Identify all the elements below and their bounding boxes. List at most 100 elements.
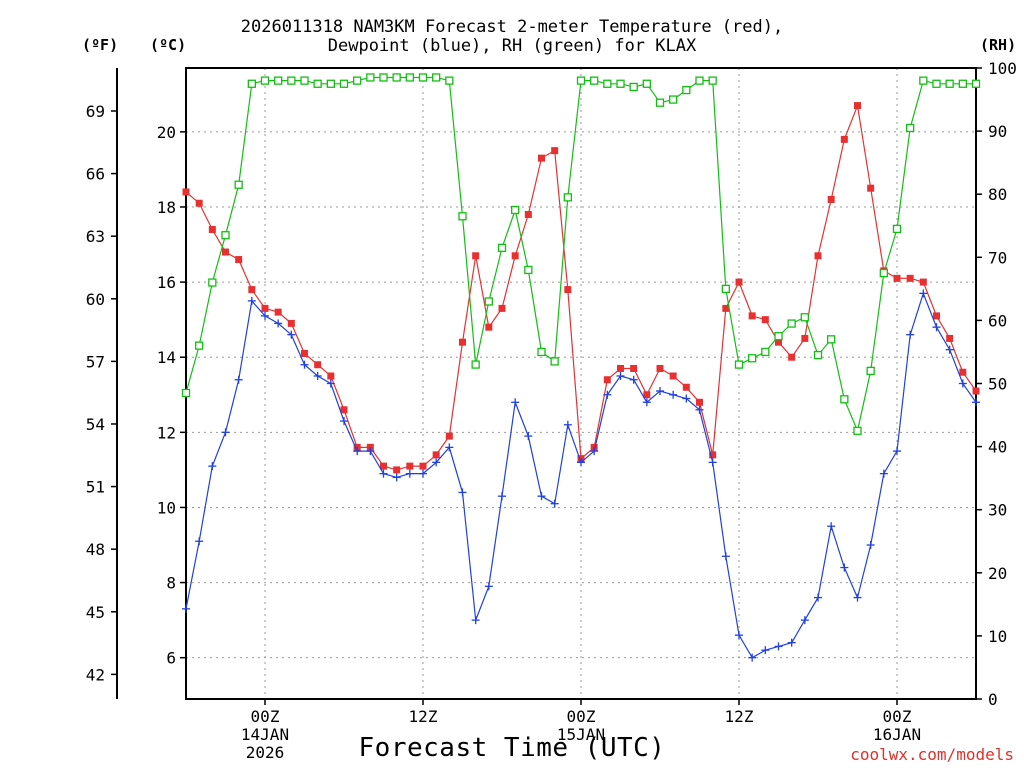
rh-point	[432, 73, 441, 82]
rh-unit-label: (RH)	[980, 36, 1017, 54]
temperature-point	[682, 383, 690, 391]
temperature-point	[314, 361, 322, 369]
temperature-point	[669, 372, 677, 380]
dewpoint-point	[261, 311, 269, 320]
temperature-point	[696, 398, 703, 406]
temperature-point	[208, 226, 216, 234]
dewpoint-point	[550, 499, 559, 508]
dewpoint-point	[945, 345, 954, 354]
rh-tick-label: 20	[988, 564, 1007, 583]
rh-point	[682, 85, 691, 95]
temperature-point	[827, 195, 835, 203]
dewpoint-point	[932, 323, 941, 332]
temperature-point	[551, 147, 559, 155]
temperature-point	[656, 364, 664, 372]
rh-point	[853, 426, 862, 435]
fahrenheit-tick-label: 48	[86, 540, 105, 559]
fahrenheit-tick-label: 60	[86, 290, 105, 309]
rh-point	[866, 366, 875, 376]
celsius-tick-label: 12	[157, 423, 176, 442]
celsius-tick-label: 6	[166, 649, 176, 668]
rh-point	[576, 76, 586, 85]
rh-point	[195, 341, 204, 350]
dewpoint-point	[340, 417, 348, 426]
dewpoint-point	[735, 631, 743, 640]
x-tick-label: 14JAN	[241, 725, 289, 744]
dewpoint-point	[300, 360, 309, 369]
dewpoint-point	[629, 375, 638, 384]
rh-point	[366, 73, 375, 82]
dewpoint-point	[326, 379, 335, 388]
grid-layer	[186, 68, 976, 699]
dewpoint-point	[274, 319, 283, 328]
dewpoint-point	[498, 492, 506, 501]
rh-point	[761, 347, 770, 357]
temperature-point	[906, 274, 914, 282]
temperature-point	[801, 334, 809, 342]
dewpoint-point	[445, 443, 454, 452]
dewpoint-point	[840, 563, 849, 572]
rh-point	[511, 205, 520, 215]
temperature-point	[498, 304, 506, 312]
temperature-point	[459, 338, 466, 346]
rh-point	[919, 76, 928, 85]
dewpoint-point	[721, 552, 730, 561]
rh-point	[774, 332, 783, 341]
temperature-point	[380, 462, 387, 470]
rh-tick-label: 80	[988, 185, 1007, 204]
rh-point	[840, 395, 849, 404]
dewpoint-point	[432, 458, 441, 467]
temperature-point	[564, 286, 572, 294]
rh-point	[550, 357, 559, 366]
x-tick-label: 16JAN	[873, 725, 921, 744]
dewpoint-point	[616, 371, 625, 380]
rh-point	[326, 79, 335, 88]
dewpoint-point	[800, 616, 809, 625]
temperature-point	[788, 353, 796, 361]
temperature-point	[617, 364, 624, 372]
credit-text: coolwx.com/models	[850, 745, 1014, 764]
temperature-point	[761, 316, 769, 324]
dewpoint-point	[906, 330, 915, 339]
fahrenheit-tick-label: 66	[86, 165, 105, 184]
fahrenheit-tick-label: 51	[86, 478, 105, 497]
dewpoint-point	[774, 642, 783, 651]
rh-point	[787, 319, 796, 328]
dewpoint-point	[182, 604, 190, 613]
rh-point	[221, 231, 230, 240]
plot-frame	[185, 67, 977, 700]
rh-point	[418, 73, 428, 82]
rh-point	[708, 76, 717, 85]
rh-point	[300, 76, 309, 85]
temperature-point	[472, 252, 480, 260]
rh-tick-label: 0	[988, 690, 998, 709]
x-tick-label: 2026	[246, 743, 285, 762]
temperature-series-line	[185, 103, 977, 471]
rh-point	[471, 360, 480, 369]
temperature-point	[538, 154, 545, 162]
temperature-point	[959, 368, 967, 376]
dewpoint-point	[893, 447, 901, 456]
temperature-point	[919, 278, 927, 286]
fahrenheit-tick-label: 57	[86, 352, 105, 371]
dewpoint-point	[577, 458, 585, 467]
dewpoint-point	[603, 390, 612, 399]
temperature-point	[222, 248, 229, 256]
dewpoint-point	[919, 289, 928, 298]
dewpoint-point	[879, 469, 888, 478]
temperature-point	[261, 304, 269, 312]
temperature-point	[643, 391, 651, 399]
rh-point	[524, 265, 533, 275]
dewpoint-point	[748, 653, 757, 662]
rh-point	[906, 123, 915, 133]
temperature-point	[933, 312, 940, 320]
rh-point	[563, 193, 572, 202]
dewpoint-point	[419, 469, 427, 478]
rh-point	[827, 335, 836, 344]
dewpoint-point	[787, 638, 796, 647]
axis-layer: 6 8 10 12 14 16 18 20 42 45 48 51 54 57 60 63 66 69 0 10 20 3…	[86, 59, 1017, 762]
dewpoint-point	[866, 541, 875, 550]
dewpoint-point	[827, 522, 836, 531]
dewpoint-point	[669, 390, 678, 399]
rh-point	[234, 180, 243, 189]
